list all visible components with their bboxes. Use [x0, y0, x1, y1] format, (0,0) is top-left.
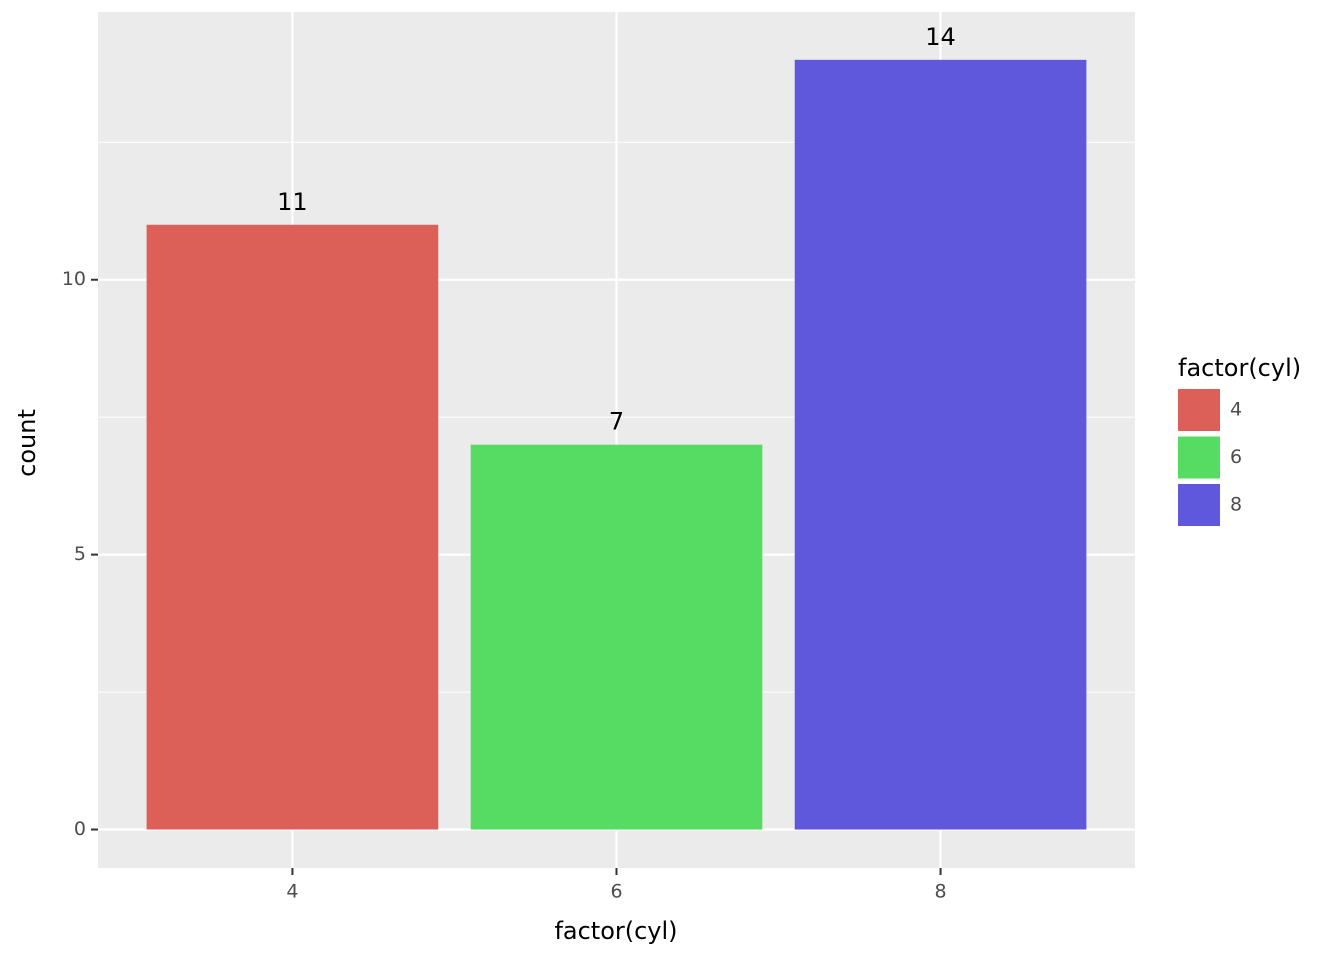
bar: [146, 224, 439, 830]
legend-key: [1178, 436, 1220, 479]
x-tick-label: 8: [935, 881, 947, 903]
data-label: 14: [925, 23, 956, 51]
y-tick-label: 0: [74, 818, 86, 840]
legend-label: 4: [1230, 399, 1242, 421]
data-label: 7: [609, 408, 624, 436]
legend-key: [1178, 389, 1220, 431]
y-tick-label: 5: [74, 543, 86, 565]
x-tick-label: 4: [286, 881, 298, 903]
legend-key: [1178, 484, 1220, 526]
bar: [794, 59, 1087, 830]
x-axis-title: factor(cyl): [554, 917, 677, 945]
data-label: 11: [277, 188, 308, 216]
legend-label: 6: [1230, 446, 1242, 468]
legend-title: factor(cyl): [1178, 354, 1301, 382]
x-tick-label: 6: [610, 881, 622, 903]
y-tick-label: 10: [62, 268, 86, 290]
legend-label: 8: [1230, 494, 1242, 516]
y-axis-title: count: [13, 409, 41, 477]
bar: [470, 444, 763, 830]
